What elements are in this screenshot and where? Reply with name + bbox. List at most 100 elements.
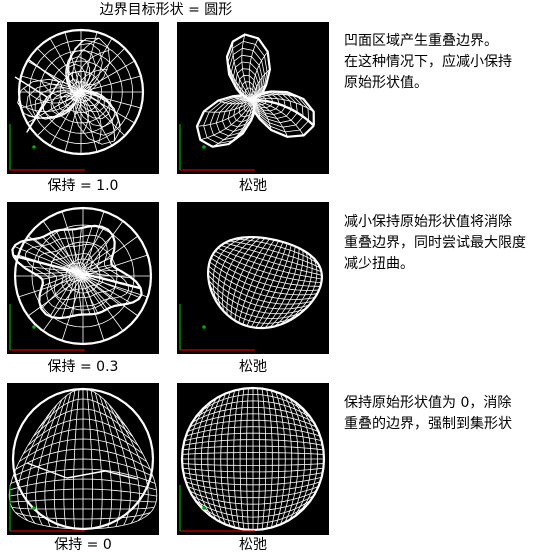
leaf-mesh-vline	[207, 270, 313, 305]
pivot-dot	[32, 325, 36, 329]
leaf-mesh-vline	[207, 274, 310, 310]
lobe-mesh-vline	[25, 42, 119, 136]
folded-mesh-vline	[37, 244, 116, 283]
page-title: 边界目标形状 = 圆形	[99, 2, 233, 18]
warped-disk-mesh-uline	[103, 399, 131, 526]
pivot-dot	[202, 506, 206, 510]
warped-disk-mesh-vline	[19, 438, 147, 462]
note-line: 重叠边界，同时尝试最大限度	[344, 235, 526, 251]
note-row-3: 保持原始形状值为 0，消除 重叠的边界，强制到集形状	[344, 393, 544, 435]
folded-mesh-vline	[63, 262, 91, 276]
lobe-mesh-uline	[67, 39, 84, 95]
disk-mesh-vline	[189, 490, 317, 505]
relaxed-lobe-mesh-uline	[241, 34, 254, 101]
warped-disk-mesh-vline	[10, 468, 156, 484]
leaf-mesh-vline	[233, 238, 319, 265]
warped-disk-mesh-uline	[35, 399, 63, 526]
boundary-circle-spoke	[80, 60, 135, 93]
boundary-circle-spoke	[18, 275, 84, 298]
warped-disk-mesh-vline	[38, 398, 128, 428]
lobe-mesh-uline	[75, 50, 110, 95]
folded-mesh-vline	[12, 255, 143, 320]
relaxed-lobe-mesh-vline	[233, 74, 280, 123]
boundary-circle-spoke	[80, 75, 142, 93]
leaf-mesh-vline	[214, 250, 322, 283]
disk-mesh-vline	[182, 452, 324, 455]
disk-mesh-vline	[182, 445, 324, 451]
relaxed-lobe-mesh-vline	[243, 87, 267, 112]
caption-relax-3: 松弛	[239, 537, 267, 553]
disk-mesh-vline	[187, 419, 319, 432]
note-line: 在这种情况下，应减小保持	[344, 54, 512, 70]
relaxed-lobe-mesh-vline	[221, 61, 292, 132]
boundary-circle-spoke	[42, 275, 84, 332]
overlap-edge	[14, 59, 60, 133]
folded-mesh-vline	[25, 258, 130, 310]
leaf-mesh-vline	[228, 240, 321, 269]
leaf-mesh-vline	[217, 247, 322, 280]
lobe-mesh-vline	[17, 37, 121, 145]
uv-mesh-hold-3-graphic	[8, 387, 158, 532]
lobe-mesh-uline	[40, 79, 78, 98]
lobe-mesh-uline	[76, 69, 108, 94]
note-line: 凹面区域产生重叠边界。	[344, 33, 498, 49]
warped-disk-mesh-vline	[9, 488, 157, 497]
leaf-mesh-vline	[209, 261, 318, 296]
disk-mesh-vline	[198, 504, 308, 524]
disk-mesh-vline	[183, 472, 323, 479]
relaxed-lobe-mesh-vline	[238, 81, 274, 118]
warped-disk-mesh-vline	[23, 428, 143, 455]
lobe-mesh-vline	[58, 71, 99, 112]
leaf-mesh-vline	[211, 290, 297, 324]
note-line: 减小保持原始形状值将消除	[344, 214, 512, 230]
boundary-circle-spoke	[80, 38, 113, 93]
relaxed-lobe-mesh-vline	[203, 41, 309, 144]
disk-mesh-vline	[185, 481, 321, 492]
caption-hold-1: 保持 = 1.0	[47, 178, 119, 194]
uv-mesh-hold-2-graphic	[9, 206, 153, 351]
uv-viewport-relax-3	[177, 383, 329, 535]
boundary-circle-spoke	[82, 235, 139, 277]
disk-mesh-vline	[185, 426, 321, 437]
leaf-mesh-vline	[210, 257, 320, 291]
uv-mesh-relax-3-graphic	[179, 386, 326, 532]
disk-mesh-vline	[182, 467, 324, 473]
pivot-dot	[32, 506, 36, 510]
disk-mesh-vline	[183, 439, 323, 446]
lobe-mesh-vline	[65, 79, 92, 107]
disk-mesh-vline	[182, 463, 324, 466]
boundary-circle-ring	[11, 387, 155, 531]
lobe-mesh-vline	[50, 63, 105, 115]
leaf-mesh-vline	[212, 254, 321, 287]
boundary-circle-spoke	[82, 254, 148, 277]
uv-mesh-relax-1-graphic	[179, 33, 315, 171]
fold-line	[26, 462, 138, 480]
uv-viewport-relax-1	[177, 22, 329, 174]
folded-mesh-vline	[51, 265, 104, 291]
note-line: 原始形状值。	[344, 75, 428, 91]
note-line: 重叠的边界，强制到集形状	[344, 416, 512, 432]
boundary-circle-ring	[180, 386, 326, 532]
note-row-2: 减小保持原始形状值将消除 重叠边界，同时尝试最大限度 减少扭曲。	[344, 212, 544, 275]
lobe-mesh-vline	[42, 56, 111, 119]
uv-viewport-relax-2	[177, 202, 329, 354]
warped-disk-mesh-vline	[33, 408, 133, 437]
caption-relax-1: 松弛	[239, 178, 267, 194]
lobe-mesh-vline	[34, 49, 116, 127]
warped-disk-mesh-vline	[9, 478, 157, 491]
boundary-circle-spoke	[64, 91, 82, 153]
uv-mesh-relax-2-graphic	[179, 236, 323, 351]
uv-viewport-hold-3	[7, 383, 159, 535]
folded-mesh-vline	[63, 268, 91, 282]
folded-mesh-uline	[12, 254, 142, 290]
leaf-mesh-vline	[220, 245, 323, 276]
warped-disk-mesh-vline	[15, 448, 151, 470]
note-row-1: 凹面区域产生重叠边界。 在这种情况下，应减小保持 原始形状值。	[344, 31, 544, 94]
disk-mesh-vline	[191, 495, 315, 511]
relaxed-lobe-mesh-vline	[227, 68, 286, 128]
leaf-mesh-vline	[208, 265, 316, 300]
warped-disk-mesh-vline	[15, 512, 151, 520]
leaf-mesh-vline	[239, 236, 317, 262]
lobe-mesh-vline	[71, 86, 85, 101]
disk-mesh-vline	[194, 499, 312, 518]
